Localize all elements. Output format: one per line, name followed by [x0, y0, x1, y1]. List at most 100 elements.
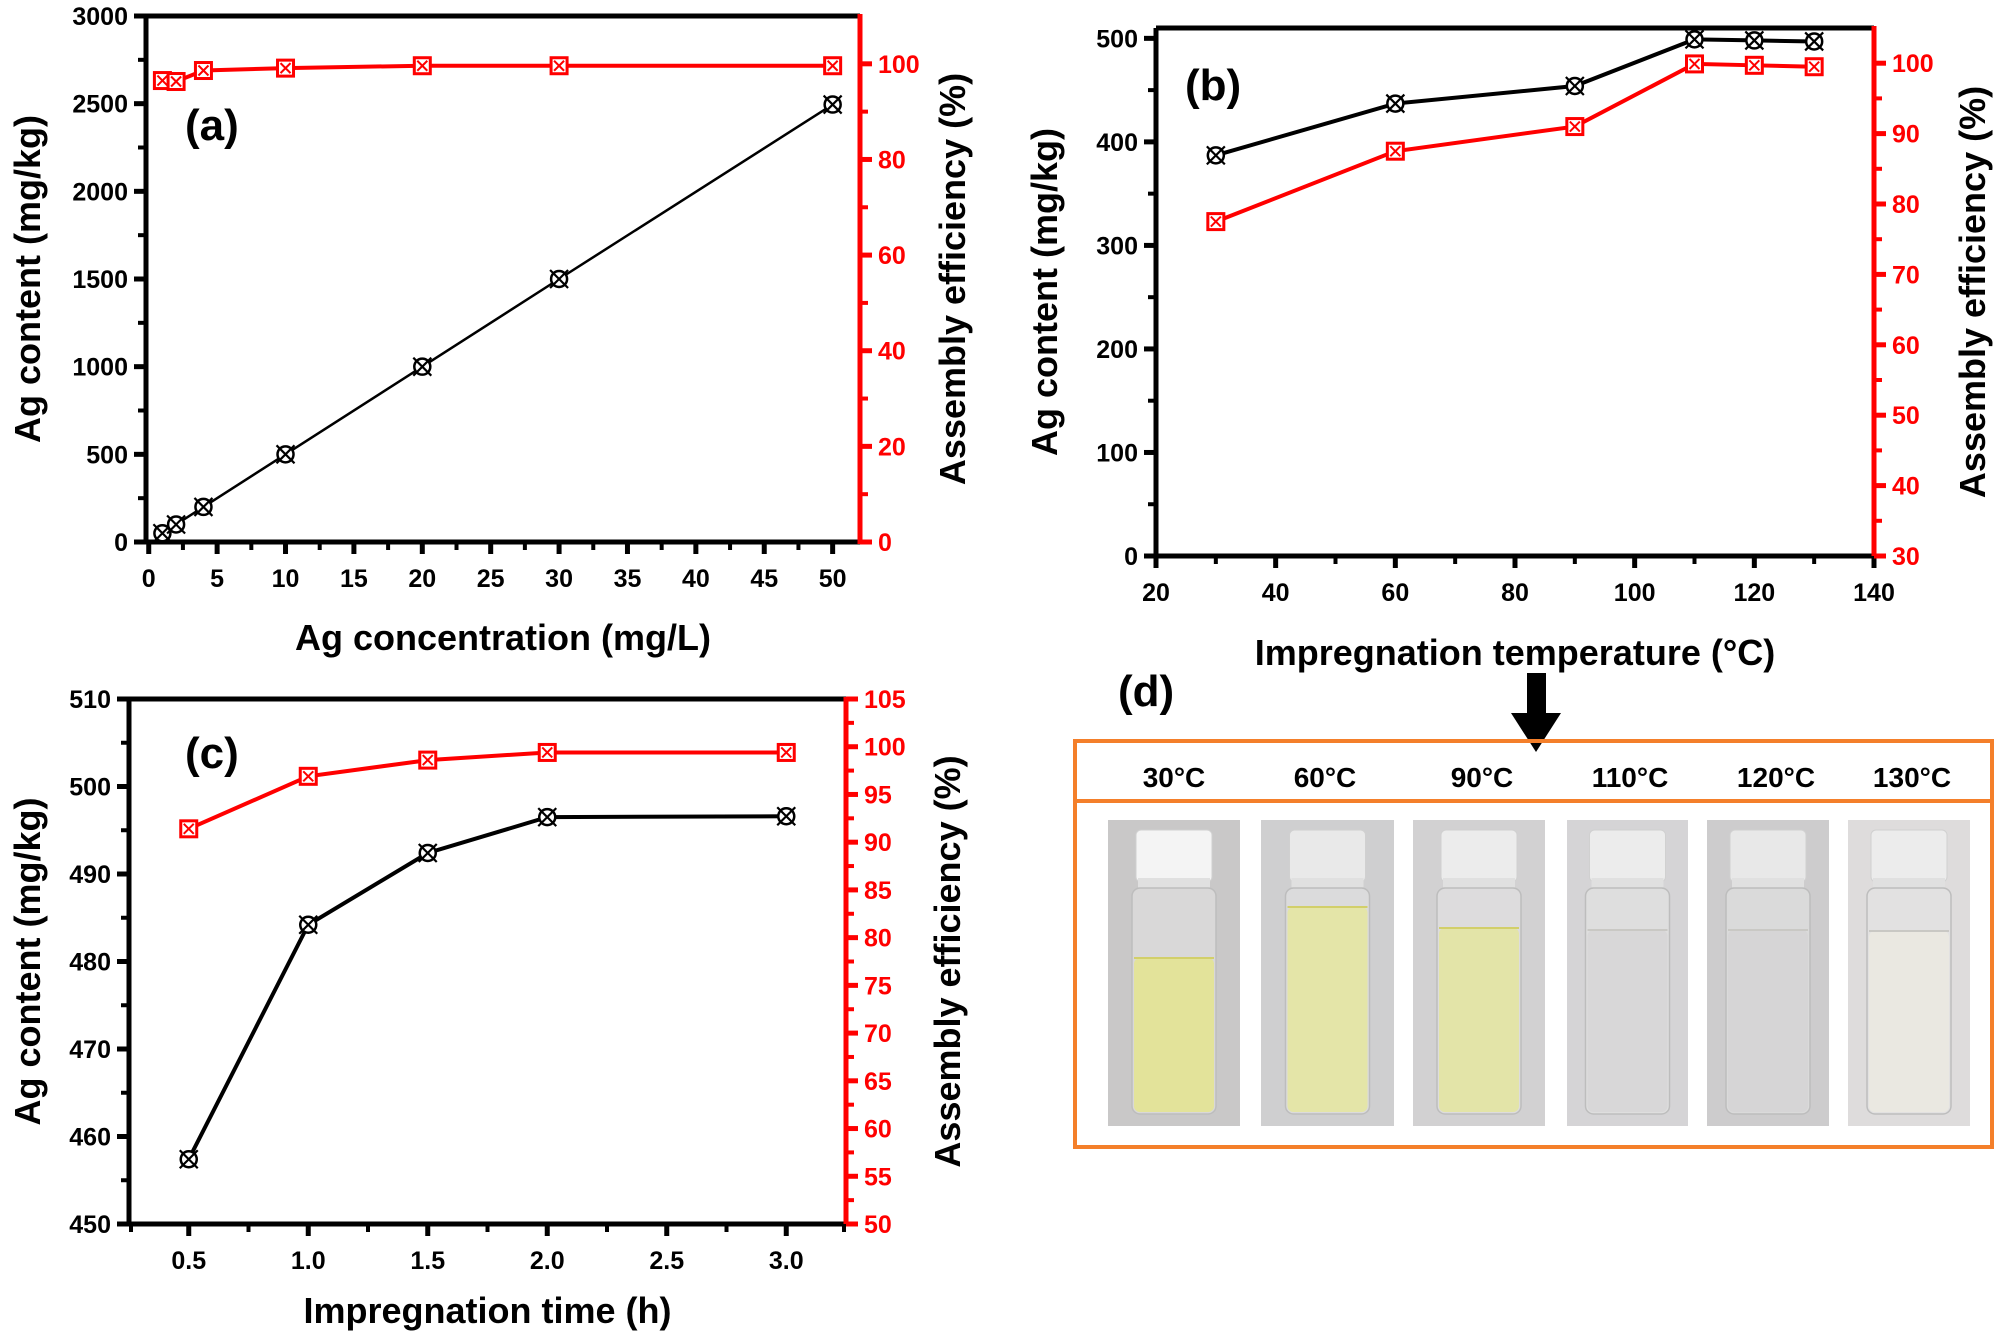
data-point-efficiency: [1206, 212, 1226, 232]
data-point-content: [298, 914, 319, 935]
marker-cross: [302, 770, 314, 783]
y-tick-label: 480: [69, 949, 111, 977]
data-point-efficiency: [179, 819, 199, 839]
y-tick-label: 0: [1124, 543, 1138, 571]
y-axis-title: Ag content (mg/kg): [1024, 128, 1065, 456]
data-point-efficiency: [298, 766, 318, 786]
y2-axis-title: Assembly efficiency (%): [927, 755, 968, 1167]
x-tick-label: 120: [1733, 579, 1775, 607]
series-line-efficiency: [1215, 61, 1815, 224]
vial-4: 120°C: [1707, 762, 1829, 1126]
x-tick-label: 0: [142, 565, 156, 593]
marker-cross: [412, 356, 433, 377]
marker-cross: [416, 60, 429, 72]
vial-neck: [1591, 878, 1664, 888]
vial-solution: [1728, 930, 1808, 1112]
x-tick-label: 40: [682, 565, 710, 593]
data-point-efficiency: [412, 56, 432, 76]
y2-axis-title: Assembly efficiency (%): [1952, 86, 1993, 498]
y2-tick-label: 100: [1892, 50, 1934, 78]
data-point-efficiency: [537, 742, 557, 762]
data-point-efficiency: [549, 56, 569, 76]
vial-solution: [1587, 930, 1668, 1112]
panel-label-d: (d): [1118, 667, 1174, 716]
vial-photo-panel: (d) 30°C 60°C 90°C 110°C 120°C 130°C: [1073, 667, 1994, 1149]
x-axis-title: Ag concentration (mg/L): [295, 617, 711, 658]
data-point-efficiency: [1744, 55, 1764, 75]
data-point-content: [1684, 29, 1705, 50]
vial-cap: [1589, 829, 1666, 883]
x-tick-label: 2.5: [649, 1247, 684, 1275]
data-point-content: [1206, 145, 1226, 166]
marker-cross: [298, 914, 319, 935]
x-tick-label: 2.0: [530, 1247, 565, 1275]
vial-neck: [1443, 878, 1515, 888]
x-tick-label: 15: [340, 565, 368, 593]
data-point-content: [822, 94, 843, 115]
data-point-efficiency: [823, 56, 843, 76]
vial-0: 30°C: [1108, 762, 1240, 1126]
y2-tick-label: 100: [864, 734, 906, 762]
y-tick-label: 200: [1096, 336, 1138, 364]
marker-cross: [1569, 120, 1581, 133]
data-point-efficiency: [418, 750, 438, 770]
data-point-content: [549, 269, 569, 289]
marker-cross: [549, 269, 569, 289]
vial-neck: [1873, 878, 1945, 888]
data-point-content: [412, 356, 433, 377]
y2-tick-label: 105: [864, 686, 906, 714]
y-axis-title: Ag content (mg/kg): [7, 798, 48, 1126]
y2-tick-label: 65: [864, 1068, 892, 1096]
y-tick-label: 0: [114, 529, 128, 557]
marker-cross: [156, 74, 169, 87]
marker-cross: [1748, 59, 1761, 72]
y-axis-title: Ag content (mg/kg): [7, 115, 48, 443]
vial-2: 90°C: [1413, 762, 1545, 1126]
vial-3: 110°C: [1567, 762, 1688, 1126]
y-tick-label: 460: [69, 1124, 111, 1152]
y-tick-label: 450: [69, 1211, 111, 1239]
marker-cross: [279, 62, 292, 74]
y-tick-label: 3000: [72, 3, 128, 31]
vial-5: 130°C: [1848, 762, 1970, 1126]
data-point-efficiency: [193, 61, 213, 81]
y2-tick-label: 80: [1892, 191, 1920, 219]
vial-1: 60°C: [1261, 762, 1394, 1126]
data-point-efficiency: [276, 58, 296, 78]
series-line-efficiency: [162, 63, 833, 84]
y2-tick-label: 95: [864, 781, 892, 809]
vial-solution: [1287, 907, 1368, 1112]
marker-cross: [1210, 215, 1222, 228]
vial-neck: [1138, 878, 1210, 888]
marker-cross: [780, 746, 792, 759]
y-tick-label: 490: [69, 861, 111, 889]
y2-tick-label: 30: [1892, 543, 1920, 571]
vial-solution: [1134, 958, 1214, 1112]
marker-cross: [193, 497, 214, 517]
data-point-content: [1565, 76, 1585, 96]
y-tick-label: 1500: [72, 266, 128, 294]
marker-cross: [1744, 30, 1765, 51]
data-point-efficiency: [152, 71, 172, 91]
y2-tick-label: 50: [1892, 402, 1920, 430]
x-tick-label: 5: [210, 565, 224, 593]
y-tick-label: 100: [1096, 439, 1138, 467]
y2-tick-label: 75: [864, 972, 892, 1000]
data-point-content: [178, 1149, 199, 1170]
data-point-content: [275, 444, 296, 465]
y-tick-label: 300: [1096, 232, 1138, 260]
panel-label-a: (a): [185, 101, 239, 150]
y2-tick-label: 70: [864, 1020, 892, 1048]
y-tick-label: 500: [69, 774, 111, 802]
x-tick-label: 1.5: [410, 1247, 445, 1275]
marker-cross: [1389, 145, 1402, 157]
y2-tick-label: 70: [1892, 261, 1920, 289]
y2-tick-label: 0: [878, 529, 892, 557]
vial-neck: [1291, 878, 1364, 888]
x-tick-label: 35: [614, 565, 642, 593]
vial-solution: [1869, 931, 1949, 1112]
vial-label: 30°C: [1143, 762, 1206, 793]
data-point-content: [1744, 30, 1765, 51]
y2-tick-label: 60: [1892, 332, 1920, 360]
marker-cross: [826, 60, 839, 72]
